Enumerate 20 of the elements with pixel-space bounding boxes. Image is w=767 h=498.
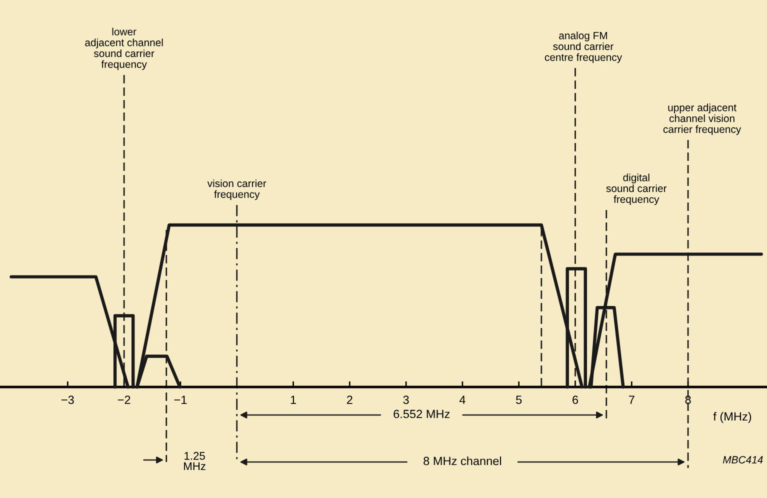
x-tick-label: 1 xyxy=(290,396,296,404)
ref-line-label: vision carrier frequency xyxy=(207,179,266,200)
ref-line-label: lower adjacent channel sound carrier frequency xyxy=(85,28,163,70)
x-tick-label: −2 xyxy=(118,396,130,404)
x-tick-label: −3 xyxy=(62,396,74,404)
x-tick-label: 5 xyxy=(516,396,522,404)
text: 1.25 MHz xyxy=(184,452,206,470)
ref-line-label: analog FM sound carrier centre frequency xyxy=(544,32,622,63)
text: 8 MHz channel xyxy=(424,456,502,466)
text: MBC414 xyxy=(722,456,763,464)
ref-line-label: digital sound carrier frequency xyxy=(606,174,667,205)
x-tick-label: 2 xyxy=(346,396,352,404)
x-tick-label: 7 xyxy=(628,396,634,404)
x-axis-title: f (MHz) xyxy=(713,412,752,423)
x-tick-label: 6 xyxy=(572,396,578,404)
x-tick-label: 3 xyxy=(403,396,409,404)
x-tick-label: −1 xyxy=(174,396,187,404)
x-tick-label: 4 xyxy=(459,396,466,404)
ref-line-label: upper adjacent channel vision carrier frequency xyxy=(663,104,742,135)
text: 6.552 MHz xyxy=(394,410,450,418)
